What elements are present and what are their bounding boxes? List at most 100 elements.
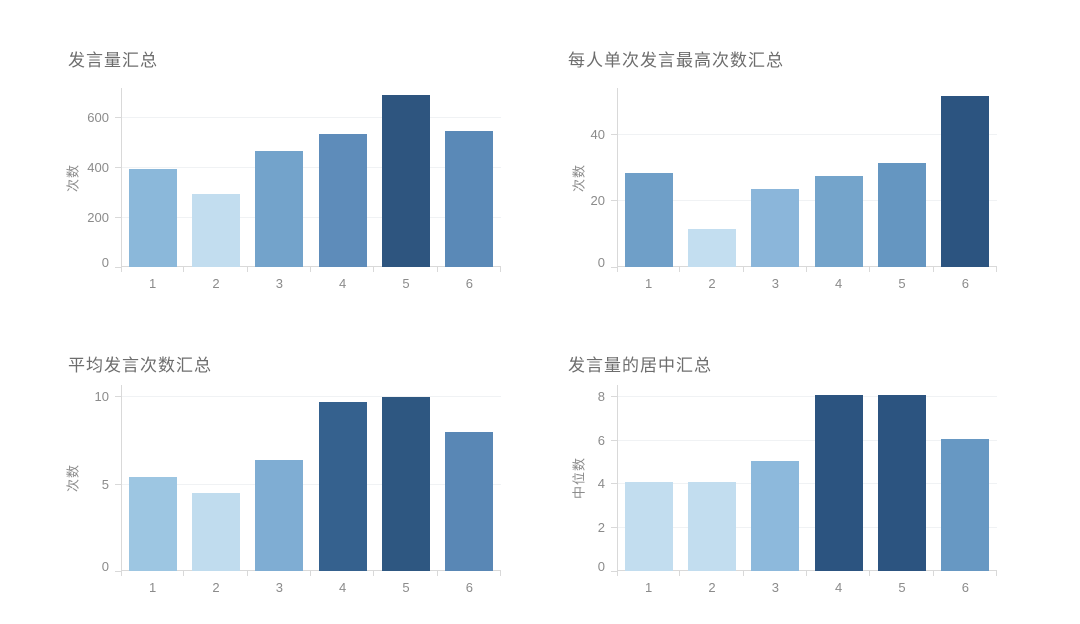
x-tick-label: 1 [645,276,653,291]
category-tick-mark [183,267,185,272]
category-tick-mark [679,571,681,576]
chart-total-speeches: 发言量汇总 次数 0 200 400 600 1 2 3 4 5 6 [66,51,501,291]
bar[interactable] [688,229,736,267]
bar[interactable] [751,189,800,267]
category-tick-mark [310,267,311,272]
category-tick-mark [436,267,438,272]
bar[interactable] [624,172,673,267]
y-tick-mark [115,483,121,485]
x-tick-label: 5 [402,276,410,291]
y-tick-mark [115,117,121,118]
plot-area: 0 20 40 1 2 3 4 5 6 [591,88,997,291]
y-axis-line [617,88,618,272]
category-tick-mark [246,267,248,272]
gridline [122,167,501,168]
chart-title: 每人单次发言最高次数汇总 [568,51,784,70]
x-axis-line [617,570,997,571]
x-tick-label: 4 [835,276,843,291]
x-tick-label: 4 [339,276,347,291]
x-tick-label: 2 [212,580,220,595]
bar[interactable] [128,477,177,571]
y-axis-label: 次数 [571,163,587,192]
category-tick-mark [996,267,997,272]
bar[interactable] [128,168,177,267]
bar[interactable] [445,431,494,571]
bar[interactable] [255,151,304,267]
x-tick-label: 6 [465,276,473,291]
bar[interactable] [382,396,430,571]
category-tick-mark [742,267,744,272]
y-tick-label: 4 [597,476,605,492]
x-tick-label: 3 [771,276,779,291]
bar[interactable] [941,96,990,267]
category-tick-mark [996,571,997,576]
gridline [618,483,997,485]
bar[interactable] [941,438,990,571]
y-tick-mark [611,483,617,485]
y-tick-mark [115,167,121,168]
bar[interactable] [688,482,736,571]
chart-max-single-speech: 每人单次发言最高次数汇总 次数 0 20 40 1 2 3 4 5 6 [568,51,997,291]
category-tick-mark [869,267,871,272]
y-tick-label: 5 [101,476,109,492]
y-tick-mark [611,267,617,268]
bar[interactable] [318,402,367,571]
x-tick-label: 3 [275,276,283,291]
bar[interactable] [318,133,367,267]
bar[interactable] [878,394,926,571]
bar[interactable] [255,459,304,571]
gridline [618,133,997,135]
gridline [122,396,501,398]
y-tick-mark [115,267,121,268]
gridline [618,200,997,202]
y-tick-mark [115,217,121,218]
x-tick-label: 6 [961,580,969,595]
y-tick-mark [611,133,617,135]
bar[interactable] [814,394,863,571]
category-tick-mark [932,267,934,272]
category-tick-mark [932,571,934,576]
chart-title: 平均发言次数汇总 [68,356,212,375]
x-tick-label: 2 [212,276,220,291]
bar[interactable] [751,460,800,571]
category-tick-mark [500,267,501,272]
x-tick-label: 5 [898,580,906,595]
y-axis-line [121,88,122,272]
x-axis-line [121,266,501,267]
gridline [618,439,997,441]
x-tick-label: 1 [645,580,653,595]
x-tick-label: 6 [465,580,473,595]
category-tick-mark [806,571,807,576]
gridline [122,217,501,218]
y-tick-mark [115,571,121,572]
y-tick-label: 6 [597,432,605,448]
y-tick-label: 10 [94,389,109,405]
x-tick-label: 3 [771,580,779,595]
bar[interactable] [192,493,240,571]
bar[interactable] [878,162,926,267]
category-tick-mark [183,571,185,576]
bar[interactable] [624,482,673,571]
gridline [122,117,501,118]
bar[interactable] [445,131,494,267]
x-tick-label: 4 [339,580,347,595]
category-tick-mark [806,267,807,272]
y-tick-mark [611,439,617,441]
category-tick-mark [500,571,501,576]
bar[interactable] [382,94,430,267]
y-tick-mark [611,395,617,397]
x-tick-label: 1 [149,276,157,291]
y-axis-line [617,385,618,576]
y-tick-label: 2 [597,520,605,536]
bar[interactable] [192,193,240,267]
plot-area: 0 200 400 600 1 2 3 4 5 6 [87,88,501,291]
y-tick-label: 400 [87,160,109,175]
y-tick-mark [611,200,617,202]
bar[interactable] [814,176,863,267]
y-tick-label: 0 [101,559,109,574]
y-tick-mark [115,396,121,398]
y-tick-label: 600 [87,110,109,125]
x-tick-label: 5 [402,580,410,595]
y-tick-label: 8 [597,388,605,404]
